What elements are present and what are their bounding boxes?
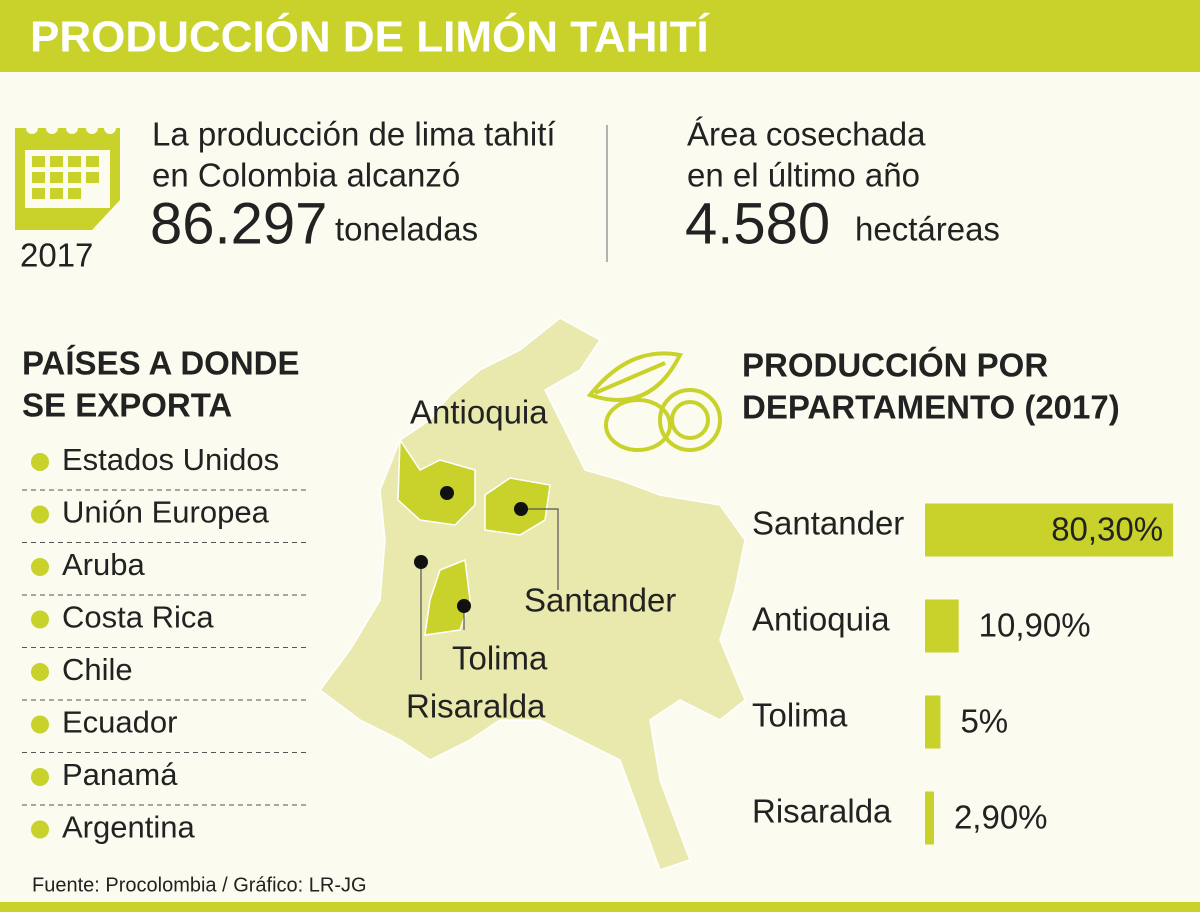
bullet: [31, 558, 49, 576]
chart-title: PRODUCCIÓN POR: [742, 347, 1048, 384]
bullet: [31, 610, 49, 629]
country-shape: [318, 317, 746, 871]
country: Panamá: [62, 757, 178, 792]
stat-unit: toneladas: [335, 211, 478, 248]
stat-unit: hectáreas: [855, 211, 1000, 248]
bar: [925, 791, 934, 845]
bullet: [31, 715, 49, 734]
title-bar: [0, 0, 1200, 72]
source: Fuente: Procolombia / Gráfico: LR-JG: [32, 874, 367, 896]
category-label: Tolima: [752, 697, 848, 734]
stat-text: La producción de lima tahití: [152, 116, 556, 153]
map-label: Tolima: [452, 640, 548, 677]
year: 2017: [20, 237, 93, 274]
bullet: [31, 663, 49, 681]
category-label: Risaralda: [752, 793, 892, 830]
category-label: Antioquia: [752, 601, 890, 638]
stat-text: Área cosechada: [687, 116, 926, 153]
map-label: Risaralda: [406, 688, 546, 725]
country: Ecuador: [62, 705, 177, 740]
bullet: [31, 768, 49, 786]
value-label: 10,90%: [979, 607, 1091, 644]
country: Chile: [62, 652, 133, 687]
value-label: 80,30%: [1051, 511, 1163, 548]
country: Aruba: [62, 547, 145, 582]
country: Argentina: [62, 810, 195, 845]
stat-value: 4.580: [685, 191, 830, 256]
chart-title: DEPARTAMENTO (2017): [742, 389, 1120, 426]
bar: [925, 599, 959, 653]
bar-chart: Santander 80,30% Antioquia 10,90% Tolima 5% Ri…: [752, 503, 1174, 845]
value-label: 5%: [960, 703, 1008, 740]
department: [397, 437, 476, 526]
footer-bar: [0, 902, 1200, 912]
bar: [925, 695, 941, 749]
country: Unión Europea: [62, 495, 270, 530]
department: [424, 558, 471, 636]
title: PRODUCCIÓN DE LIMÓN TAHITÍ: [30, 12, 710, 62]
map-label: Antioquia: [410, 394, 548, 431]
country-list: Estados Unidos Unión Europea Aruba Costa Ri…: [22, 442, 308, 845]
country: Costa Rica: [62, 600, 214, 635]
bar: [925, 503, 1174, 557]
stat-text: en el último año: [687, 157, 920, 194]
lemon-icon: [586, 351, 722, 452]
bullet: [31, 820, 49, 839]
stat-value: 86.297: [150, 191, 327, 256]
bullet: [31, 453, 49, 471]
category-label: Santander: [752, 505, 904, 542]
map: Antioquia Santander Tolima Risaralda: [318, 317, 746, 871]
country: Estados Unidos: [62, 442, 279, 477]
calendar-icon: [15, 122, 120, 230]
value-label: 2,90%: [954, 799, 1048, 836]
exports-title: PAÍSES A DONDE: [22, 345, 300, 382]
map-label: Santander: [524, 582, 676, 619]
stat-text: en Colombia alcanzó: [152, 157, 460, 194]
exports-title: SE EXPORTA: [22, 387, 232, 424]
bullet: [31, 505, 49, 524]
